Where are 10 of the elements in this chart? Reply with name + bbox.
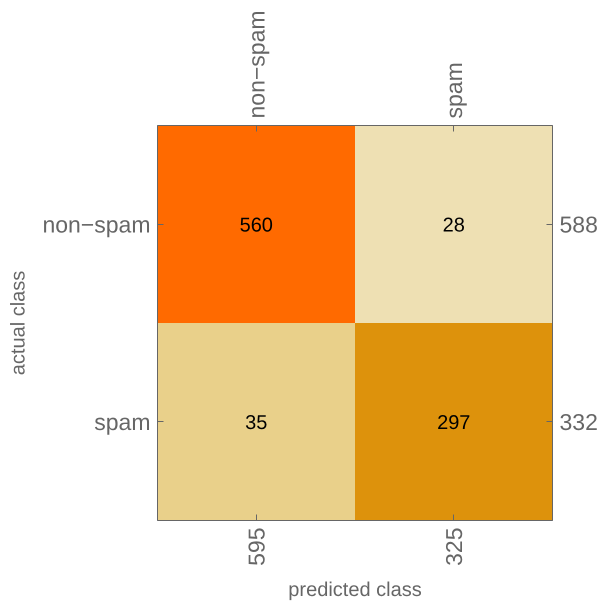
- data-label: 297: [437, 412, 470, 434]
- x-axis-title: predicted class: [288, 578, 422, 601]
- data-label: 28: [442, 214, 465, 236]
- data-label: 35: [245, 412, 268, 434]
- text: 595: [243, 528, 270, 566]
- data-label: 560: [240, 214, 273, 236]
- y-axis-title: actual class: [7, 270, 30, 376]
- y2-tick-label: 588: [560, 211, 598, 238]
- y2-tick-label: 332: [560, 408, 598, 435]
- text: 325: [440, 528, 467, 566]
